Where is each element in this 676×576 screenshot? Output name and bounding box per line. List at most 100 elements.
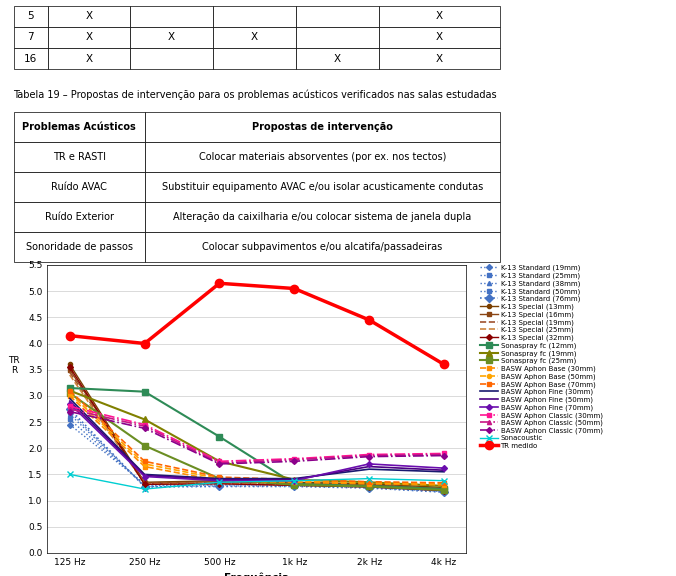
K-13 Standard (19mm) [290,479,298,486]
K-13 Special (19mm) [290,481,298,488]
K-13 Special (19mm) [365,483,373,490]
BASW Aphon Fine (30mm) [66,395,74,402]
BASW Aphon Base (70mm) [141,458,149,465]
BASW Aphon Fine (30mm) [141,471,149,478]
BASW Aphon Classic (30mm) [66,403,74,410]
K-13 Standard (19mm) [66,421,74,428]
K-13 Standard (76mm) [216,483,224,490]
Line: BASW Aphon Base (70mm): BASW Aphon Base (70mm) [68,389,446,485]
BASW Aphon Classic (30mm) [216,458,224,465]
Line: K-13 Special (16mm): K-13 Special (16mm) [68,367,446,491]
Line: K-13 Standard (25mm): K-13 Standard (25mm) [68,418,446,492]
Sonaspray fc (25mm) [141,442,149,449]
BASW Aphon Classic (50mm) [290,456,298,463]
BASW Aphon Fine (50mm) [216,476,224,483]
Sonacoustic [216,479,224,486]
Y-axis label: TR
R: TR R [8,356,20,376]
K-13 Special (16mm) [141,479,149,486]
BASW Aphon Fine (30mm) [365,466,373,473]
BASW Aphon Base (50mm) [141,460,149,467]
BASW Aphon Base (50mm) [365,479,373,486]
K-13 Standard (25mm) [365,483,373,490]
BASW Aphon Classic (30mm) [365,451,373,458]
K-13 Standard (19mm) [216,479,224,486]
BASW Aphon Base (30mm) [440,482,448,488]
Line: BASW Aphon Fine (30mm): BASW Aphon Fine (30mm) [70,399,444,479]
Sonaspray fc (19mm) [66,387,74,394]
BASW Aphon Base (70mm) [440,479,448,486]
BASW Aphon Classic (70mm) [290,458,298,465]
K-13 Special (13mm) [141,479,149,486]
Sonacoustic [290,478,298,484]
BASW Aphon Classic (30mm) [290,455,298,462]
K-13 Standard (38mm) [141,483,149,490]
Line: K-13 Special (13mm): K-13 Special (13mm) [68,362,446,490]
Sonaspray fc (19mm) [440,483,448,490]
Line: BASW Aphon Fine (50mm): BASW Aphon Fine (50mm) [70,401,444,480]
K-13 Standard (50mm) [290,483,298,490]
BASW Aphon Base (30mm) [141,463,149,470]
K-13 Standard (50mm) [141,483,149,490]
K-13 Special (13mm) [365,480,373,487]
Sonaspray fc (25mm) [66,390,74,397]
K-13 Special (19mm) [66,369,74,376]
BASW Aphon Base (70mm) [365,478,373,485]
TR medido [365,316,373,323]
Line: K-13 Special (19mm): K-13 Special (19mm) [70,372,444,490]
Sonaspray fc (19mm) [290,476,298,483]
Line: BASW Aphon Classic (50mm): BASW Aphon Classic (50mm) [68,407,446,465]
BASW Aphon Fine (70mm) [290,478,298,484]
K-13 Special (16mm) [365,482,373,488]
Sonacoustic [66,471,74,478]
K-13 Special (32mm) [440,487,448,494]
BASW Aphon Fine (50mm) [440,467,448,473]
Line: Sonacoustic: Sonacoustic [67,472,447,492]
X-axis label: Frequência: Frequência [224,573,289,576]
BASW Aphon Base (30mm) [290,479,298,486]
K-13 Special (16mm) [440,485,448,492]
BASW Aphon Fine (70mm) [216,478,224,484]
BASW Aphon Base (70mm) [66,387,74,394]
Sonacoustic [440,478,448,484]
K-13 Standard (50mm) [66,408,74,415]
Sonaspray fc (19mm) [365,479,373,486]
BASW Aphon Classic (70mm) [440,452,448,459]
BASW Aphon Classic (50mm) [365,452,373,459]
K-13 Special (16mm) [216,478,224,485]
K-13 Special (32mm) [365,483,373,490]
TR medido [216,280,224,287]
K-13 Standard (25mm) [216,480,224,487]
Line: BASW Aphon Classic (70mm): BASW Aphon Classic (70mm) [68,410,446,466]
Sonaspray fc (25mm) [365,483,373,490]
TR medido [66,332,74,339]
Line: K-13 Standard (76mm): K-13 Standard (76mm) [67,406,447,495]
Line: BASW Aphon Fine (70mm): BASW Aphon Fine (70mm) [68,401,446,483]
Line: K-13 Special (25mm): K-13 Special (25mm) [70,375,444,490]
K-13 Special (32mm) [290,482,298,489]
K-13 Special (16mm) [290,480,298,487]
K-13 Standard (25mm) [440,487,448,494]
BASW Aphon Classic (50mm) [440,451,448,458]
Line: K-13 Standard (50mm): K-13 Standard (50mm) [68,410,446,494]
K-13 Special (19mm) [440,486,448,493]
Line: K-13 Standard (19mm): K-13 Standard (19mm) [68,423,446,491]
BASW Aphon Fine (70mm) [365,460,373,467]
K-13 Standard (76mm) [141,483,149,490]
K-13 Standard (38mm) [440,488,448,495]
Sonacoustic [365,475,373,482]
Line: TR medido: TR medido [66,279,448,369]
BASW Aphon Base (70mm) [290,476,298,483]
K-13 Standard (25mm) [290,480,298,487]
Sonaspray fc (12mm) [440,486,448,492]
Sonaspray fc (12mm) [66,385,74,392]
BASW Aphon Fine (30mm) [440,468,448,475]
K-13 Standard (38mm) [290,482,298,488]
K-13 Special (13mm) [440,484,448,491]
K-13 Standard (19mm) [141,480,149,487]
Sonaspray fc (25mm) [290,482,298,488]
Line: Sonaspray fc (12mm): Sonaspray fc (12mm) [67,385,447,492]
BASW Aphon Base (70mm) [216,473,224,480]
Sonaspray fc (25mm) [440,487,448,494]
BASW Aphon Fine (30mm) [216,475,224,482]
BASW Aphon Fine (70mm) [141,473,149,480]
